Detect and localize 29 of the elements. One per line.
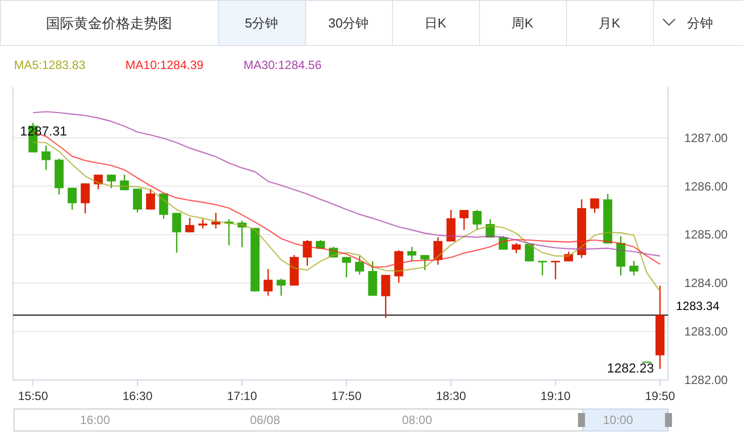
text: 08:00: [402, 413, 432, 427]
x-tick-label: 19:10: [540, 389, 571, 403]
y-tick-label: 1285.00: [684, 228, 728, 242]
x-tick-label: 17:50: [331, 389, 362, 403]
y-tick-label: 1282.00: [684, 373, 728, 387]
text: 分钟: [687, 16, 713, 30]
text: MA30:1284.56: [243, 58, 322, 72]
y-tick-label: 1286.00: [684, 179, 728, 194]
x-tick-label: 19:50: [644, 389, 676, 403]
text: 周K: [512, 16, 534, 30]
x-tick-label: 16:30: [122, 389, 153, 403]
x-tick-label: 18:30: [436, 389, 466, 403]
annotation: 1282.23: [607, 360, 654, 376]
text: 10:00: [602, 413, 634, 427]
text: 日K: [424, 16, 447, 30]
x-tick-label: 15:50: [18, 389, 48, 403]
text: 06/08: [250, 413, 280, 427]
y-tick-label: 1284.00: [684, 276, 728, 290]
text: 30分钟: [328, 16, 369, 30]
y-tick-label: 1283.00: [684, 324, 728, 339]
text: 月K: [598, 16, 621, 30]
x-tick-label: 17:10: [226, 389, 258, 403]
text: MA10:1284.39: [125, 58, 204, 72]
chart-title: 国际黄金价格走势图: [46, 15, 172, 31]
ref-line-label: 1283.34: [676, 299, 720, 314]
text: MA5:1283.83: [14, 58, 86, 72]
text: 5分钟: [244, 16, 278, 30]
y-tick-label: 1287.00: [684, 130, 728, 145]
text: 16:00: [80, 413, 110, 427]
